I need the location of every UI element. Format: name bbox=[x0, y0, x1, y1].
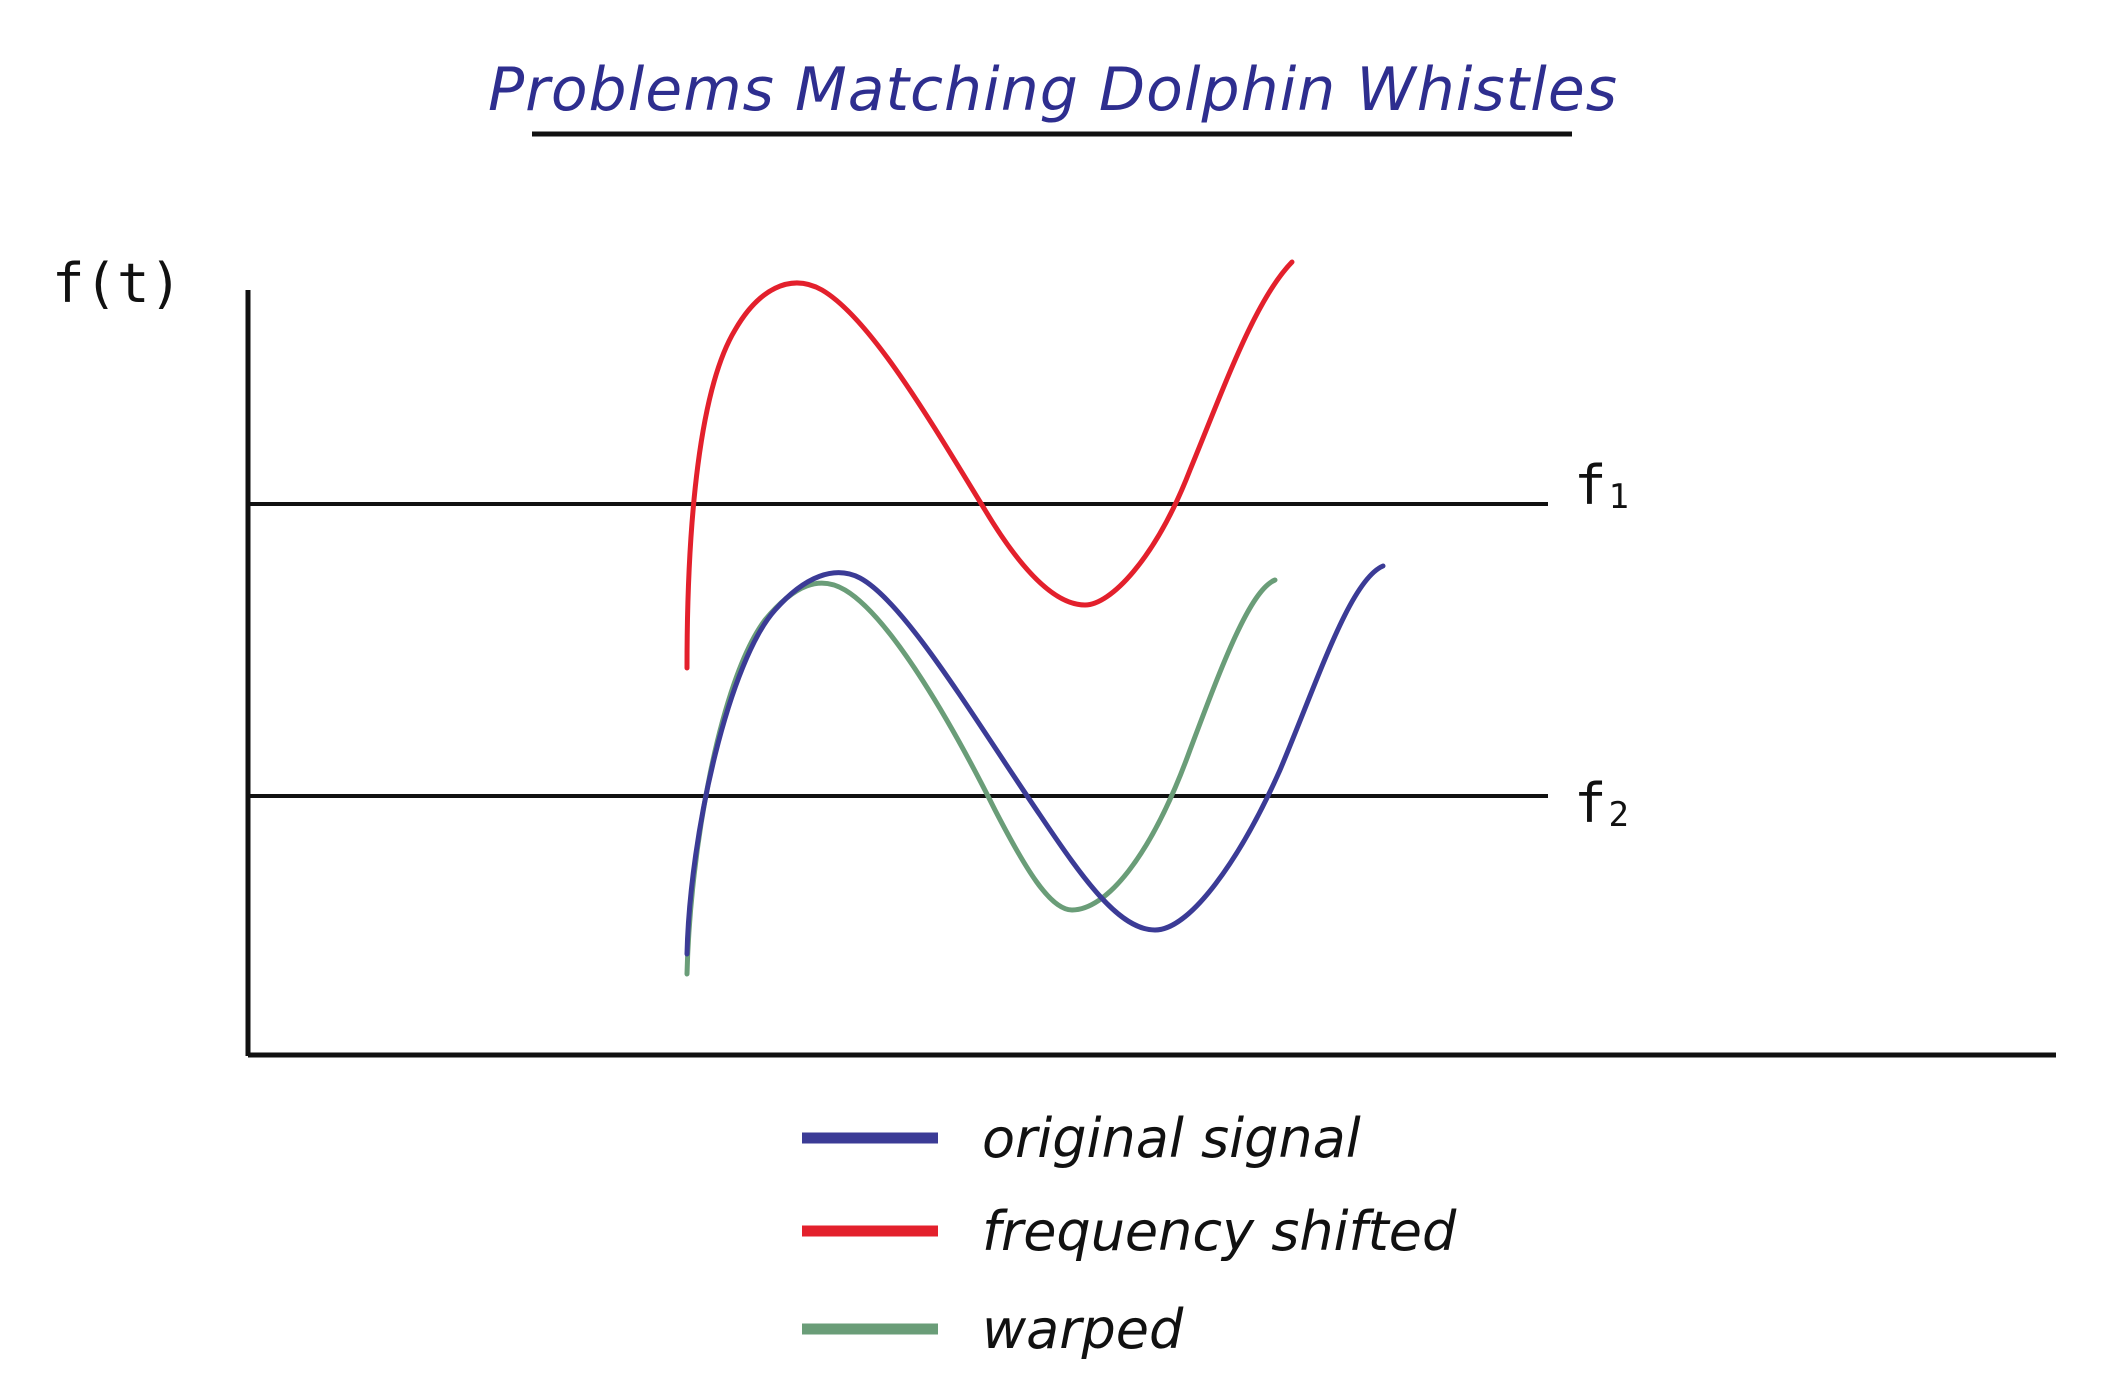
diagram-title: Problems Matching Dolphin Whistles bbox=[488, 55, 1618, 125]
original-signal-curve bbox=[684, 563, 1386, 957]
legend-item-warped: warped bbox=[802, 1298, 1184, 1361]
legend-label-original: original signal bbox=[982, 1107, 1361, 1170]
legend-label-warped: warped bbox=[982, 1298, 1184, 1361]
legend: original signal frequency shifted warped bbox=[802, 1107, 1457, 1361]
y-axis-label: f(t) bbox=[52, 252, 182, 315]
legend-label-shifted: frequency shifted bbox=[982, 1200, 1457, 1263]
legend-item-original: original signal bbox=[802, 1107, 1361, 1170]
reference-label-f1: f1 bbox=[1574, 454, 1629, 517]
frequency-shifted-curve bbox=[684, 259, 1295, 671]
reference-label-f2: f2 bbox=[1574, 772, 1629, 835]
legend-item-shifted: frequency shifted bbox=[802, 1200, 1457, 1263]
